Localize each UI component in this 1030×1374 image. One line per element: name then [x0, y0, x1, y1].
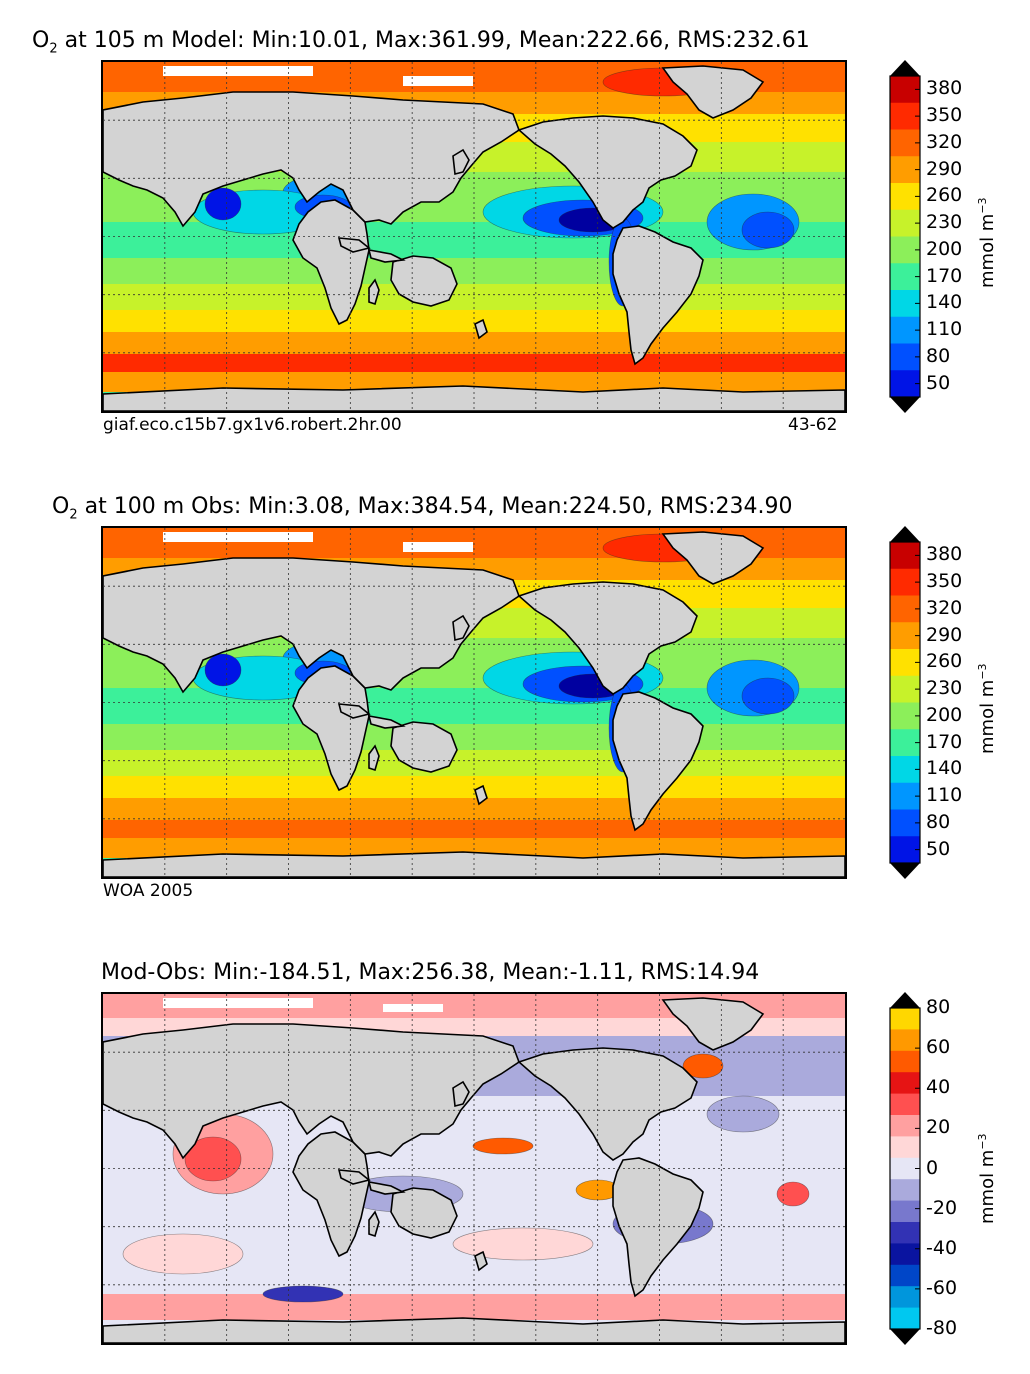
colorbar-swatch	[890, 1029, 920, 1052]
greenland-land	[661, 997, 765, 1051]
colorbar-tick-label: 40	[926, 1076, 951, 1099]
indonesia1-land	[337, 703, 371, 719]
panel1-map	[101, 60, 847, 413]
colorbar-tick-label: -40	[926, 1236, 958, 1259]
panel1-colorbar: 380 350 320 290 260 230 200 170 140 110 80 50 mmol m…	[889, 60, 998, 413]
madagascar-land	[368, 744, 380, 772]
colorbar-tick-label: 350	[926, 570, 963, 593]
colorbar-swatch	[890, 1093, 920, 1116]
colorbar-tick-label: 260	[926, 184, 963, 207]
colorbar-tick-label: 290	[926, 623, 963, 646]
greenland-land	[661, 65, 765, 119]
newzealand-land	[474, 784, 488, 806]
colorbar-swatch	[890, 1264, 920, 1287]
colorbar-swatch	[890, 1222, 920, 1244]
colorbar-tick-label: 230	[926, 211, 963, 234]
colorbar-tick-label: 170	[926, 264, 963, 287]
namerica-land	[517, 115, 698, 229]
japan-land	[452, 148, 470, 175]
eurasia-land	[103, 91, 520, 228]
panel2-map	[101, 526, 847, 879]
australia-land	[390, 721, 458, 773]
panel3-title: Mod-Obs: Min:-184.51, Max:256.38, Mean:-…	[101, 960, 760, 985]
indonesia2-land	[367, 1180, 406, 1195]
colorbar-tick-label: 140	[926, 291, 963, 314]
colorbar-tick-label: 320	[926, 130, 963, 153]
japan-land	[452, 1080, 470, 1107]
colorbar-top-extend	[890, 992, 920, 1008]
colorbar-tick-label: 200	[926, 703, 963, 726]
colorbar-tick-label: 320	[926, 596, 963, 619]
colorbar-tick-label: 80	[926, 996, 951, 1018]
colorbar-swatch	[890, 1136, 920, 1159]
australia-land	[390, 1187, 458, 1239]
colorbar-unit-label: mmol m−3	[976, 663, 998, 754]
colorbar-tick-label: -60	[926, 1276, 958, 1299]
colorbar-tick-label: 380	[926, 543, 963, 566]
colorbar-tick-label: 200	[926, 237, 963, 260]
colorbar-tick-label: -80	[926, 1317, 958, 1339]
colorbar-swatch	[890, 1157, 920, 1180]
madagascar-land	[368, 278, 380, 306]
colorbar-unit-label: mmol m−3	[976, 1133, 998, 1224]
colorbar-tick-label: 170	[926, 730, 963, 753]
colorbar-tick-label: 80	[926, 810, 951, 833]
colorbar-tick-label: 110	[926, 318, 963, 341]
namerica-land	[517, 1047, 698, 1161]
indonesia2-land	[367, 714, 406, 729]
colorbar-swatch	[890, 1050, 920, 1073]
colorbar-tick-label: 380	[926, 77, 963, 100]
colorbar-bottom-extend	[890, 397, 920, 413]
panel1-footer-left: giaf.eco.c15b7.gx1v6.robert.2hr.00	[103, 415, 402, 435]
panel3-colorbar: 80 60 40 20 0 -20 -40 -60 -80 mmol m−3	[889, 992, 998, 1345]
colorbar-tick-label: 50	[926, 371, 951, 394]
colorbar-swatch	[890, 1200, 920, 1223]
colorbar-swatch	[890, 1243, 920, 1266]
colorbar-swatch	[890, 1286, 920, 1309]
indonesia1-land	[337, 1169, 371, 1185]
colorbar-swatch	[890, 1072, 920, 1095]
australia-land	[390, 255, 458, 307]
colorbar-tick-label: 230	[926, 677, 963, 700]
colorbar-tick-label: 50	[926, 837, 951, 860]
panel2-colorbar: 380 350 320 290 260 230 200 170 140 110 80 50 mmol m…	[889, 526, 998, 879]
panel1-footer-right: 43-62	[788, 415, 838, 435]
colorbar-tick-label: 260	[926, 650, 963, 673]
eurasia-land	[103, 557, 520, 694]
colorbar-tick-label: 80	[926, 344, 951, 367]
colorbar-unit-label: mmol m−3	[976, 197, 998, 288]
colorbar-bottom-extend	[890, 1329, 920, 1345]
colorbar-tick-label: 110	[926, 784, 963, 807]
madagascar-land	[368, 1210, 380, 1238]
indonesia2-land	[367, 248, 406, 263]
colorbar-tick-label: 20	[926, 1116, 951, 1139]
eurasia-land	[103, 1023, 520, 1160]
colorbar-tick-label: 290	[926, 157, 963, 180]
namerica-land	[517, 581, 698, 695]
panel3-map	[101, 992, 847, 1345]
colorbar-swatch	[890, 1115, 920, 1137]
panel2-title: O2 at 100 m Obs: Min:3.08, Max:384.54, M…	[52, 494, 793, 523]
colorbar-tick-label: -20	[926, 1196, 958, 1219]
indonesia1-land	[337, 237, 371, 253]
colorbar-swatch	[890, 1008, 920, 1030]
colorbar-bottom-extend	[890, 863, 920, 879]
colorbar-swatch	[890, 1179, 920, 1202]
colorbar-tick-label: 60	[926, 1036, 951, 1059]
panel1-title: O2 at 105 m Model: Min:10.01, Max:361.99…	[32, 28, 810, 57]
colorbar-top-extend	[890, 60, 920, 76]
colorbar-tick-label: 140	[926, 757, 963, 780]
newzealand-land	[474, 318, 488, 340]
newzealand-land	[474, 1250, 488, 1272]
colorbar-top-extend	[890, 526, 920, 542]
japan-land	[452, 614, 470, 641]
panel2-footer-left: WOA 2005	[103, 881, 194, 901]
colorbar-swatch	[890, 1307, 920, 1330]
colorbar-tick-label: 350	[926, 104, 963, 127]
colorbar-tick-label: 0	[926, 1156, 939, 1179]
greenland-land	[661, 531, 765, 585]
